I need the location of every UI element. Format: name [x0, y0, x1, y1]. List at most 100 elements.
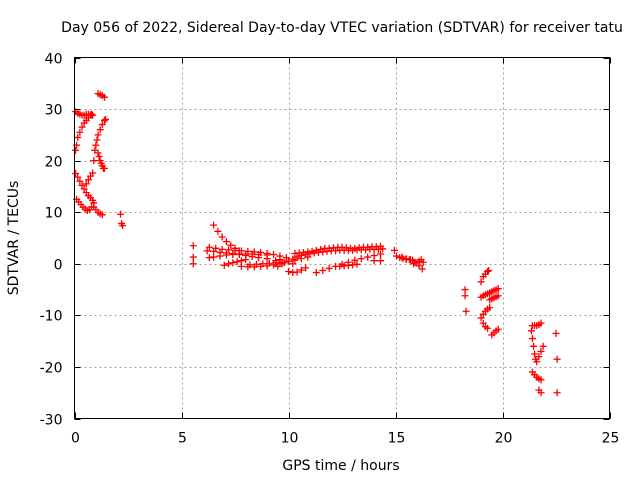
data-point	[214, 227, 222, 235]
data-point	[377, 257, 385, 265]
data-point	[257, 248, 265, 256]
series-arc-g	[94, 90, 108, 101]
data-point	[377, 250, 385, 258]
data-point	[410, 260, 418, 268]
y-tick-label: -20	[40, 361, 63, 377]
data-point	[210, 221, 218, 229]
data-point	[98, 121, 106, 129]
data-point	[357, 255, 365, 263]
axis-tick-labels: 0 5 10 15 20 25 -30 -20 -10 0 10 20 30 40	[40, 52, 620, 447]
data-point	[537, 376, 545, 384]
data-point	[552, 329, 560, 337]
series-arc-e	[82, 169, 97, 188]
data-point	[76, 177, 84, 185]
data-point	[539, 342, 547, 350]
series-arc-w	[312, 250, 385, 277]
data-point	[477, 278, 485, 286]
data-point	[252, 260, 260, 268]
data-point	[274, 262, 282, 270]
data-point	[297, 266, 305, 274]
data-point	[225, 246, 233, 254]
data-point	[494, 292, 502, 300]
y-tick-label: -10	[40, 309, 63, 325]
data-point	[553, 389, 561, 397]
data-point	[82, 180, 90, 188]
series-arc-ak	[528, 319, 545, 330]
axis-ticks	[74, 57, 611, 420]
x-tick-label: 0	[71, 431, 80, 447]
data-point	[317, 245, 325, 253]
data-point	[246, 261, 254, 269]
data-point	[100, 116, 108, 124]
data-point	[237, 262, 245, 270]
series-arc-al	[528, 368, 545, 384]
data-point	[237, 247, 245, 255]
data-point	[76, 128, 84, 136]
data-point	[74, 133, 82, 141]
data-point	[302, 264, 310, 272]
series-arc-c	[72, 170, 97, 204]
data-point	[203, 247, 211, 255]
data-point	[486, 304, 494, 312]
data-point	[98, 211, 106, 219]
data-point	[285, 257, 292, 265]
data-point	[100, 93, 108, 101]
data-point	[94, 149, 102, 157]
data-point	[88, 110, 96, 118]
data-point	[102, 115, 110, 123]
data-point	[189, 253, 197, 261]
data-point	[222, 238, 230, 246]
data-point	[74, 173, 82, 181]
data-point	[119, 222, 127, 230]
data-point	[484, 268, 492, 276]
data-point	[289, 255, 297, 263]
plot-frame	[74, 57, 610, 419]
data-point	[270, 251, 278, 259]
x-axis-label: GPS time / hours	[282, 458, 399, 474]
data-point	[80, 185, 88, 193]
x-tick-label: 15	[388, 431, 406, 447]
data-point	[461, 292, 469, 300]
data-point	[537, 347, 545, 355]
data-point	[531, 350, 539, 358]
data-point	[485, 266, 493, 274]
data-point	[233, 258, 241, 266]
x-tick-label: 5	[178, 431, 187, 447]
data-point	[406, 256, 414, 264]
data-point	[95, 153, 103, 161]
series-arc-ab	[410, 256, 427, 268]
data-point	[72, 146, 80, 154]
data-point	[293, 268, 301, 276]
data-point	[189, 260, 197, 268]
data-point	[276, 256, 284, 264]
series-arc-ao	[552, 329, 561, 397]
data-point	[285, 268, 292, 276]
data-point	[390, 246, 398, 254]
series-arc-h	[94, 149, 108, 172]
data-point	[484, 324, 492, 332]
data-points	[72, 90, 561, 397]
data-point	[117, 210, 125, 218]
data-point	[263, 249, 271, 257]
data-point	[205, 243, 213, 251]
data-point	[259, 260, 267, 268]
data-point	[96, 126, 104, 134]
y-axis-label: SDTVAR / TECUs	[6, 181, 22, 296]
grid-lines	[74, 57, 610, 419]
data-point	[242, 256, 250, 264]
y-tick-label: 10	[45, 206, 63, 222]
data-point	[94, 131, 102, 139]
series-arc-u	[291, 242, 385, 257]
data-point	[477, 314, 485, 322]
series-arc-ac	[461, 286, 470, 315]
series-arc-ag	[477, 304, 494, 322]
series-arc-b	[72, 110, 96, 154]
data-point	[312, 246, 320, 254]
y-tick-label: 0	[54, 258, 63, 274]
data-point	[479, 319, 487, 327]
data-point	[229, 259, 237, 267]
data-point	[220, 261, 228, 269]
data-point	[278, 260, 286, 268]
data-point	[78, 181, 86, 189]
